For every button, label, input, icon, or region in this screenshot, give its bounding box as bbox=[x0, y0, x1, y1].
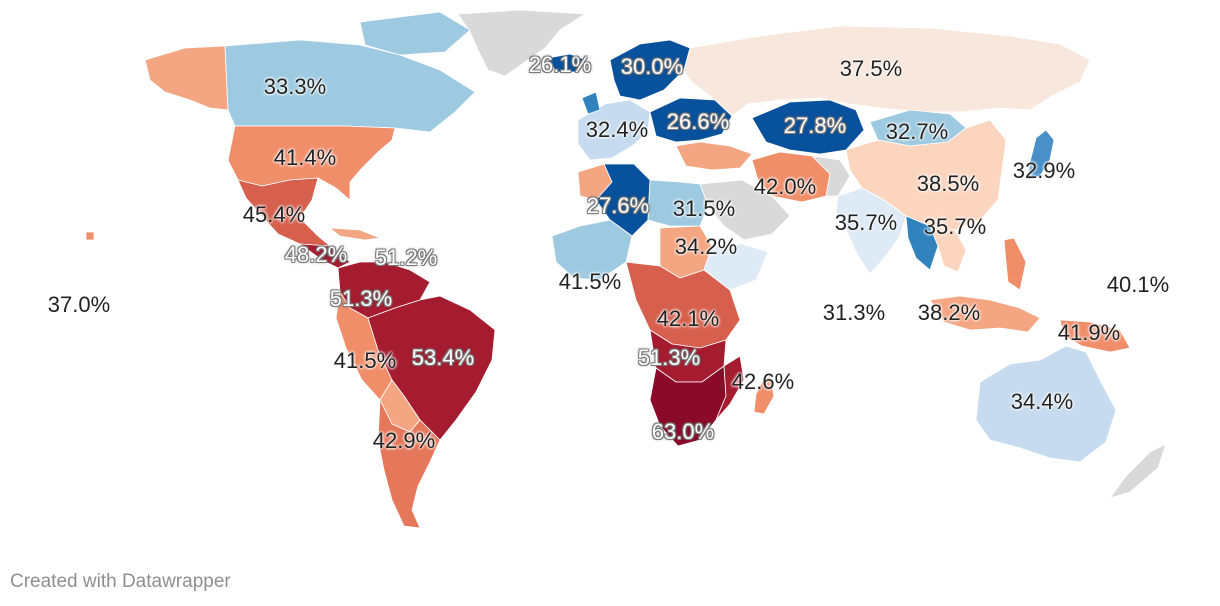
region-madagascar bbox=[753, 375, 775, 415]
region-australia bbox=[975, 345, 1117, 463]
region-philippines bbox=[1003, 237, 1027, 291]
world-choropleth-map: 26.1% 30.0% 37.5% 33.3% 32.4% 26.6% 27.8… bbox=[48, 9, 1169, 529]
region-central-europe bbox=[649, 97, 733, 143]
region-scandinavia bbox=[609, 39, 691, 101]
region-indochina bbox=[929, 225, 967, 273]
region-indonesia bbox=[929, 295, 1041, 333]
region-arctic-islands bbox=[359, 11, 471, 56]
region-uk bbox=[581, 91, 601, 115]
region-kazakhstan bbox=[751, 99, 865, 155]
region-egypt bbox=[647, 179, 709, 227]
region-mozambique bbox=[715, 355, 745, 421]
region-iceland bbox=[547, 53, 587, 73]
region-japan bbox=[1027, 129, 1055, 181]
region-greenland bbox=[457, 9, 586, 77]
region-mexico bbox=[237, 177, 331, 247]
region-india bbox=[835, 187, 907, 275]
region-western-europe bbox=[577, 99, 651, 161]
datawrapper-credit[interactable]: Created with Datawrapper bbox=[10, 571, 231, 592]
region-central-africa bbox=[625, 261, 741, 349]
region-argentina bbox=[377, 399, 441, 529]
region-alaska bbox=[144, 45, 229, 111]
region-caribbean bbox=[329, 227, 381, 241]
region-hawaii bbox=[85, 231, 95, 241]
region-west-africa bbox=[551, 219, 633, 281]
region-turkey bbox=[675, 141, 753, 171]
region-canada bbox=[224, 39, 476, 133]
region-arabia bbox=[699, 179, 791, 241]
region-png bbox=[1059, 319, 1131, 353]
map-canvas bbox=[85, 9, 1167, 529]
region-new-zealand bbox=[1109, 443, 1167, 499]
region-central-america bbox=[299, 243, 351, 269]
region-russia bbox=[683, 25, 1091, 117]
